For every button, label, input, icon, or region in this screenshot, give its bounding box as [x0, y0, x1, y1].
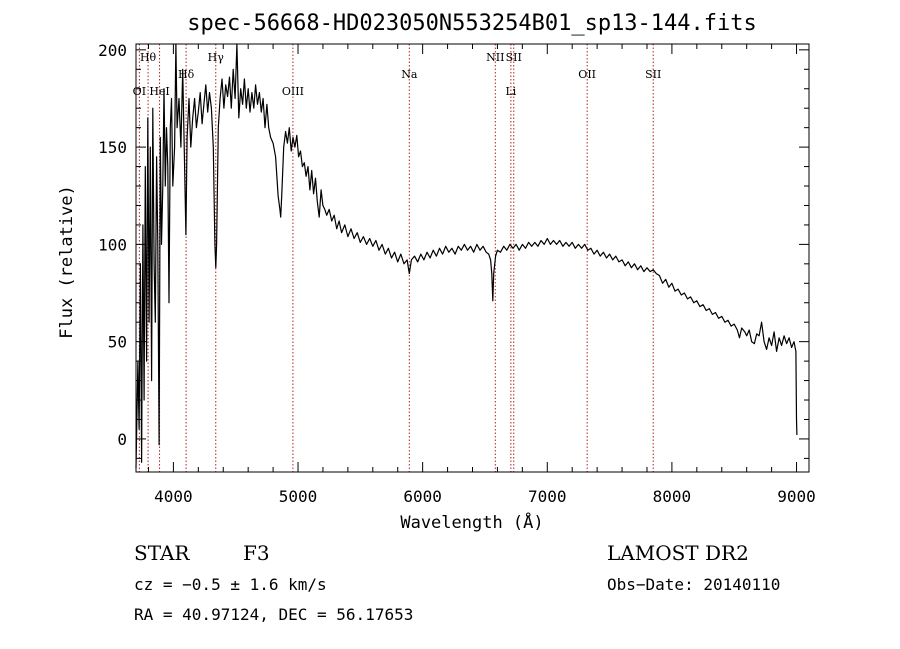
spectrum-series-line — [135, 43, 798, 469]
x-tick-label: 6000 — [403, 487, 442, 506]
spectral-line-label: Hθ — [140, 51, 157, 64]
y-axis-label: Flux (relative) — [57, 185, 77, 339]
x-tick-label: 4000 — [154, 487, 193, 506]
x-tick-label: 8000 — [653, 487, 692, 506]
spectral-line-label: HeI — [149, 85, 169, 98]
spectral-line-label: OIII — [282, 85, 304, 98]
spectral-line-label: OI — [133, 85, 146, 98]
observation-date: Obs−Date: 20140110 — [607, 575, 780, 594]
spectral-line-label: OII — [578, 68, 596, 81]
redshift-readout: cz = −0.5 ± 1.6 km/s — [134, 575, 327, 594]
x-axis: 4000 5000 6000 7000 8000 9000 — [147, 44, 816, 506]
y-tick-label: 0 — [117, 430, 127, 449]
spectral-line-label: SII — [506, 51, 522, 64]
spectral-line-label: Hδ — [178, 68, 195, 81]
y-tick-label: 100 — [98, 235, 127, 254]
spectral-line-label: SII — [645, 68, 661, 81]
spectral-line-label: Hγ — [208, 51, 225, 64]
coordinates-readout: RA = 40.97124, DEC = 56.17653 — [134, 605, 413, 624]
spectral-line-labels: OI Hθ HeI Hδ Hγ OIII Na NII Li SII OII SII — [133, 51, 662, 98]
y-tick-label: 150 — [98, 138, 127, 157]
y-tick-label: 200 — [98, 41, 127, 60]
x-axis-label: Wavelength (Å) — [400, 511, 543, 533]
object-class: STAR — [134, 541, 190, 565]
x-tick-label: 7000 — [528, 487, 567, 506]
y-tick-label: 50 — [108, 333, 127, 352]
x-tick-label: 5000 — [279, 487, 318, 506]
chart-title: spec-56668-HD023050N553254B01_sp13-144.f… — [187, 11, 757, 36]
spectral-line-label: Li — [505, 85, 516, 98]
y-axis: 0 50 100 150 200 — [98, 41, 809, 459]
spectral-line-label: Na — [401, 68, 418, 81]
survey-release: LAMOST DR2 — [607, 541, 749, 565]
x-tick-label: 9000 — [777, 487, 816, 506]
spectral-line-label: NII — [486, 51, 504, 64]
spectral-subclass: F3 — [243, 541, 270, 565]
